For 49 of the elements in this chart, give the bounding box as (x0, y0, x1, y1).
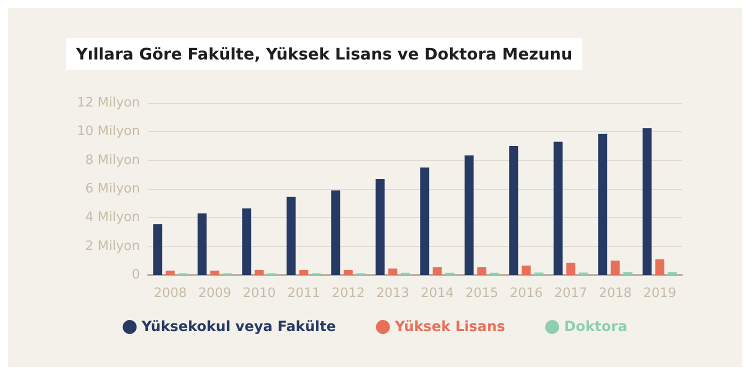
y-tick-label: 2 Milyon (85, 238, 140, 254)
y-tick-label: 4 Milyon (85, 210, 140, 226)
bar (554, 142, 563, 275)
x-tick-label: 2013 (376, 286, 410, 301)
bar (642, 128, 652, 275)
x-tick-label: 2019 (643, 286, 676, 301)
y-tick-label: 6 Milyon (85, 182, 140, 196)
bar (198, 213, 207, 275)
bar (420, 168, 430, 275)
bar (286, 196, 296, 275)
bar (242, 208, 252, 275)
x-tick-label: 2008 (154, 286, 187, 301)
bar (509, 146, 518, 275)
x-tick-label: 2018 (598, 286, 632, 301)
legend-label: Yüksek Lisans (394, 319, 506, 335)
bar (655, 259, 664, 275)
bar (522, 266, 531, 275)
bar (598, 134, 608, 275)
bar (153, 224, 162, 275)
y-tick-label: 10 Milyon (76, 124, 140, 140)
x-tick-label: 2014 (420, 286, 454, 301)
bar (464, 155, 474, 275)
legend-label: Yüksekokul veya Fakülte (140, 319, 336, 335)
bar (376, 178, 385, 275)
bar (566, 262, 576, 275)
bar (610, 260, 620, 275)
bar (344, 270, 353, 275)
bar (166, 270, 175, 275)
x-tick-label: 2016 (510, 286, 543, 301)
bar (254, 270, 264, 275)
chart-title: Yıllara Göre Fakülte, Yüksek Lisans ve Doktora Mezunu (75, 44, 572, 64)
bar (668, 272, 677, 275)
x-tick-label: 2017 (554, 286, 588, 301)
x-tick-label: 2009 (198, 286, 232, 301)
x-tick-label: 2012 (332, 286, 365, 301)
bar (432, 267, 442, 275)
bar (210, 270, 220, 275)
x-tick-label: 2015 (465, 286, 498, 301)
x-tick-label: 2010 (242, 286, 276, 301)
bar (388, 268, 398, 275)
y-tick-label: 8 Milyon (85, 152, 140, 168)
x-tick-label: 2011 (287, 286, 320, 301)
y-tick-label: 12 Milyon (76, 96, 140, 110)
bar (477, 267, 486, 275)
y-tick-label: 0 (132, 268, 140, 282)
bar (299, 270, 308, 275)
bar (623, 272, 632, 275)
legend-label: Doktora (564, 319, 628, 335)
bar (331, 190, 340, 275)
